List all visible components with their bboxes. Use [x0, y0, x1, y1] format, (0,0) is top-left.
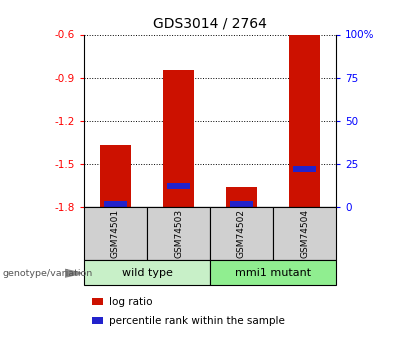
Bar	[84, 260, 210, 285]
Text: log ratio: log ratio	[109, 297, 153, 306]
Bar	[231, 200, 252, 207]
Text: GSM74502: GSM74502	[237, 209, 246, 258]
Bar	[294, 166, 315, 172]
Bar	[226, 187, 257, 207]
Bar	[168, 183, 189, 189]
Bar	[210, 260, 336, 285]
Bar	[210, 207, 273, 260]
Title: GDS3014 / 2764: GDS3014 / 2764	[153, 17, 267, 31]
Bar	[84, 207, 147, 260]
Bar	[100, 145, 131, 207]
Polygon shape	[65, 269, 82, 277]
Text: mmi1 mutant: mmi1 mutant	[235, 268, 311, 277]
Bar	[163, 70, 194, 207]
Bar	[289, 34, 320, 207]
Text: wild type: wild type	[121, 268, 173, 277]
Bar	[105, 200, 126, 207]
Bar	[147, 207, 210, 260]
Text: GSM74501: GSM74501	[111, 209, 120, 258]
Bar	[273, 207, 336, 260]
Text: genotype/variation: genotype/variation	[2, 269, 92, 278]
Text: GSM74503: GSM74503	[174, 209, 183, 258]
Text: percentile rank within the sample: percentile rank within the sample	[109, 316, 285, 325]
Text: GSM74504: GSM74504	[300, 209, 309, 258]
